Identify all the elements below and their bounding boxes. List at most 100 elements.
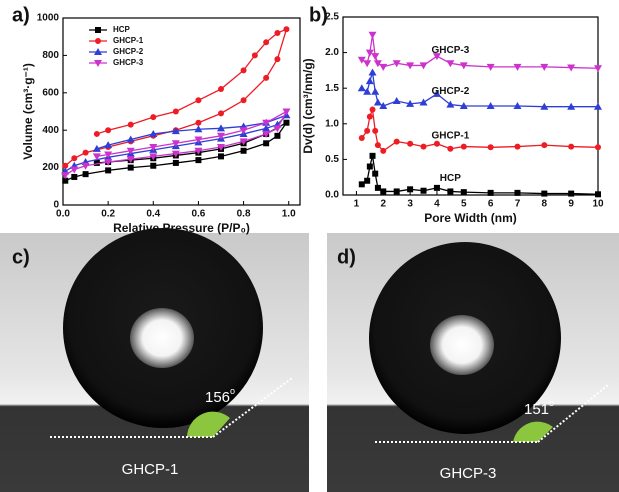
data-point (364, 127, 371, 134)
data-point (171, 127, 180, 135)
data-point (172, 108, 179, 115)
data-point (126, 156, 135, 164)
angle-value: 156 (205, 389, 230, 406)
data-point (364, 177, 371, 184)
data-point (104, 151, 113, 159)
series-label: HCP (440, 173, 461, 184)
y-tick-label: 0.5 (325, 154, 339, 165)
x-tick-label: 2 (380, 199, 386, 210)
data-point (371, 53, 380, 61)
data-point (419, 62, 428, 70)
x-tick-label: 5 (461, 199, 467, 210)
data-point (273, 125, 282, 133)
photo-c: c) 156o GHCP-1 (0, 228, 309, 492)
data-point (446, 100, 455, 108)
data-point (379, 102, 388, 109)
data-point (568, 190, 575, 197)
data-point (373, 98, 382, 106)
data-point (262, 119, 271, 127)
data-point (372, 127, 379, 134)
panel-label: b) (309, 4, 328, 26)
data-point (393, 188, 400, 195)
x-tick-label: 9 (568, 199, 574, 210)
data-point (541, 142, 548, 149)
x-tick-label: 0.2 (101, 209, 115, 220)
data-point (366, 163, 373, 170)
data-point (486, 102, 495, 109)
series-line (65, 122, 287, 182)
x-tick-label: 1.0 (282, 209, 296, 220)
data-point (92, 144, 101, 152)
data-point (368, 68, 377, 76)
data-point (540, 102, 549, 110)
data-point (420, 187, 427, 194)
data-point (61, 172, 70, 180)
data-point (594, 65, 602, 73)
angle-value: 151 (524, 401, 549, 418)
x-tick-label: 0.8 (237, 209, 251, 220)
data-point (104, 141, 113, 149)
y-axis-label: Volume (cm³·g⁻¹) (21, 63, 35, 160)
angle-label: 151o (524, 398, 554, 418)
data-point (393, 138, 400, 145)
y-tick-label: 1.0 (325, 118, 339, 129)
sample-label: GHCP-1 (122, 461, 179, 478)
x-tick-label: 8 (542, 199, 548, 210)
data-point (149, 144, 158, 152)
data-point (432, 89, 441, 97)
data-point (372, 170, 379, 177)
data-point (150, 162, 157, 169)
x-tick-label: 0.6 (191, 209, 205, 220)
data-point (374, 184, 381, 191)
data-point (514, 189, 521, 196)
data-point (62, 177, 69, 184)
panel-label: d) (337, 246, 356, 268)
data-point (369, 106, 376, 113)
degree-sign: o (549, 398, 554, 408)
data-point (540, 63, 549, 71)
data-point (460, 143, 467, 150)
x-axis-label: Pore Width (nm) (424, 211, 517, 225)
y-tick-label: 600 (42, 87, 59, 98)
data-point (82, 149, 89, 156)
data-point (194, 125, 203, 133)
data-point (513, 63, 522, 71)
data-point (239, 127, 248, 135)
data-point (105, 127, 112, 134)
data-point (447, 145, 454, 152)
y-axis-label: Dv(d) (cm³/nm/g) (301, 58, 315, 153)
plot-frame (62, 17, 301, 206)
data-point (407, 186, 414, 193)
y-tick-label: 400 (42, 125, 59, 136)
legend-marker (94, 60, 102, 67)
data-point (262, 124, 271, 132)
data-point (447, 188, 454, 195)
data-point (81, 162, 90, 170)
data-point (487, 144, 494, 151)
y-tick-label: 1.5 (325, 83, 339, 94)
data-point (71, 173, 78, 180)
data-point (594, 102, 602, 110)
series-label: GHCP-3 (431, 45, 469, 56)
data-point (195, 157, 202, 164)
data-point (366, 113, 373, 120)
data-point (541, 190, 548, 197)
data-point (104, 158, 113, 166)
data-point (371, 87, 380, 95)
data-point (419, 98, 428, 106)
data-point (363, 60, 372, 68)
data-point (274, 56, 281, 63)
data-point (274, 132, 281, 139)
y-tick-label: 200 (42, 162, 59, 173)
x-tick-label: 1 (354, 199, 360, 210)
data-point (62, 162, 69, 169)
legend-label: GHCP-2 (113, 47, 144, 56)
data-point (194, 147, 203, 155)
data-point (263, 140, 270, 147)
data-point (283, 119, 290, 126)
data-point (92, 153, 101, 161)
y-tick-label: 2.0 (325, 47, 339, 58)
data-point (149, 153, 158, 161)
data-point (283, 26, 290, 33)
data-point (595, 144, 601, 151)
